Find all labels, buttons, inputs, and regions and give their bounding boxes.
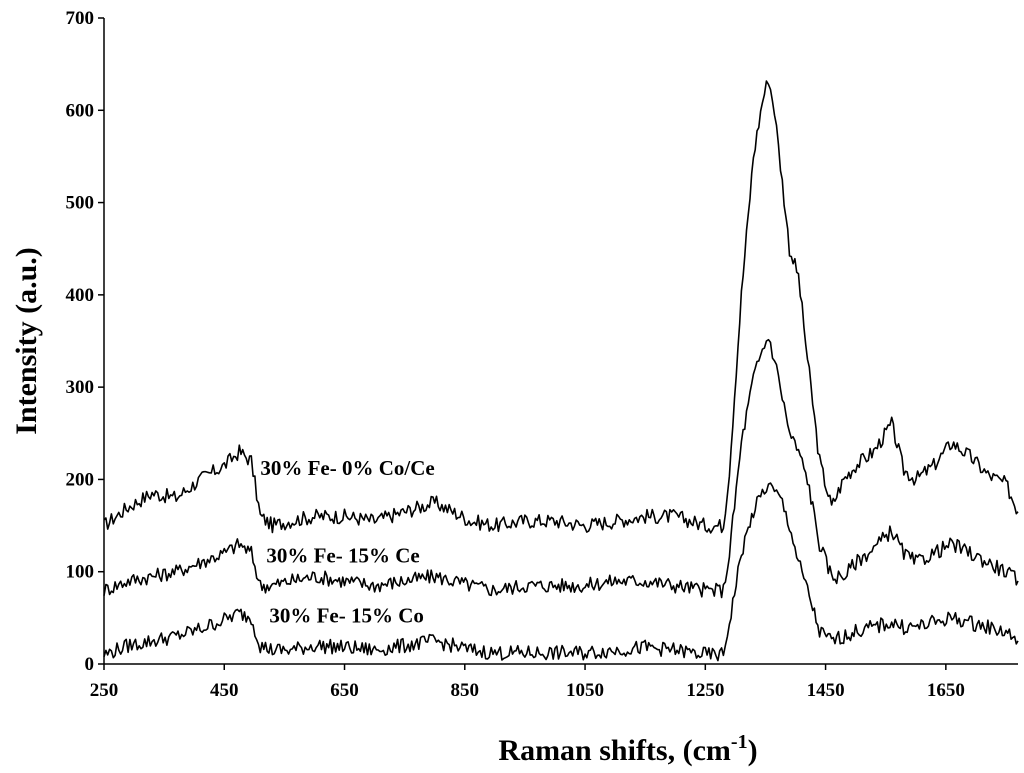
x-axis-title-sup: -1 <box>731 731 748 753</box>
plot-frame <box>103 18 1018 665</box>
series-line-1 <box>103 80 1019 534</box>
y-tick-label: 500 <box>66 193 95 214</box>
y-tick-label: 700 <box>66 8 95 29</box>
x-axis-title: Raman shifts, (cm-1) <box>498 731 757 767</box>
series-label-3: 30% Fe- 15% Co <box>269 603 424 627</box>
y-tick-label: 200 <box>66 469 95 490</box>
series-line-3 <box>103 482 1019 662</box>
x-tick-label: 450 <box>210 680 239 701</box>
x-tick-label: 1450 <box>807 680 845 701</box>
y-tick-label: 300 <box>66 377 95 398</box>
x-tick-label: 1250 <box>686 680 724 701</box>
series-traces <box>103 80 1019 662</box>
y-tick-label: 100 <box>66 562 95 583</box>
y-tick-label: 0 <box>85 654 95 675</box>
x-axis-title-main: Raman shifts, (cm <box>498 734 731 767</box>
x-tick-label: 850 <box>451 680 480 701</box>
y-tick-label: 600 <box>66 100 95 121</box>
series-label-2: 30% Fe- 15% Ce <box>266 543 419 567</box>
x-tick-label: 250 <box>90 680 119 701</box>
series-line-2 <box>103 338 1019 599</box>
y-tick-label: 400 <box>66 285 95 306</box>
y-axis-title: Intensity (a.u.) <box>10 247 43 435</box>
series-labels: 30% Fe- 0% Co/Ce 30% Fe- 15% Ce 30% Fe- 15… <box>260 456 434 628</box>
x-tick-label: 1050 <box>566 680 604 701</box>
series-label-1: 30% Fe- 0% Co/Ce <box>260 456 434 480</box>
x-tick-label: 1650 <box>927 680 965 701</box>
y-ticks: 0 100 200 300 400 500 600 700 <box>66 8 104 675</box>
x-tick-label: 650 <box>330 680 359 701</box>
x-ticks: 250 450 650 850 1050 1250 1450 1650 <box>90 664 965 701</box>
x-axis-title-close: ) <box>748 734 758 767</box>
